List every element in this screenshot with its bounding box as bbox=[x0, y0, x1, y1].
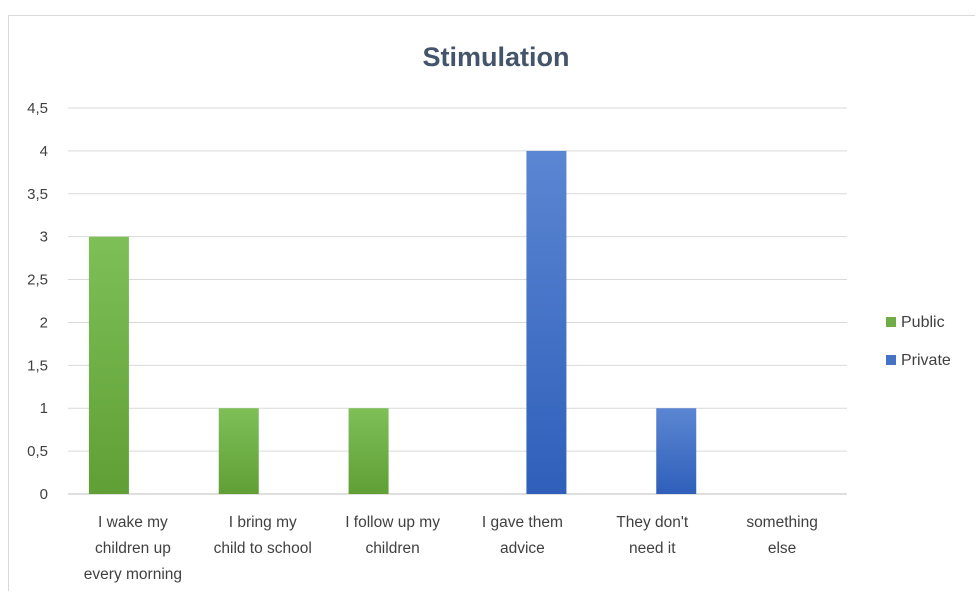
chart-title: Stimulation bbox=[423, 42, 570, 72]
legend-swatch-private bbox=[886, 355, 896, 365]
x-category-label: something else bbox=[746, 514, 818, 557]
x-category-label: I bring my child to school bbox=[214, 514, 312, 557]
y-tick-label: 4,5 bbox=[27, 100, 48, 117]
legend: Public Private bbox=[886, 314, 951, 369]
y-axis-ticks: 0 0,5 1 1,5 2 2,5 3 3,5 4 4,5 bbox=[27, 100, 48, 503]
x-category-label: I wake my children up every morning bbox=[84, 514, 182, 583]
legend-label-public: Public bbox=[901, 314, 945, 331]
bar-public-1 bbox=[218, 408, 259, 494]
x-category-label: They don't need it bbox=[616, 514, 689, 557]
legend-label-private: Private bbox=[901, 352, 951, 369]
y-tick-label: 0 bbox=[40, 486, 48, 503]
y-tick-label: 1 bbox=[40, 400, 48, 417]
legend-swatch-public bbox=[886, 317, 896, 327]
gridlines bbox=[68, 107, 847, 495]
y-tick-label: 2,5 bbox=[27, 272, 48, 289]
y-tick-label: 2 bbox=[40, 314, 48, 331]
y-tick-label: 1,5 bbox=[27, 357, 48, 374]
bars bbox=[88, 150, 697, 494]
bar-private-3 bbox=[526, 150, 567, 494]
bar-private-4 bbox=[656, 408, 697, 494]
bar-public-0 bbox=[88, 236, 129, 494]
bar-public-2 bbox=[348, 408, 389, 494]
x-axis-categories: I wake my children up every morning I bring… bbox=[84, 514, 818, 583]
y-tick-label: 0,5 bbox=[27, 443, 48, 460]
y-tick-label: 3,5 bbox=[27, 186, 48, 203]
y-tick-label: 3 bbox=[40, 229, 48, 246]
y-tick-label: 4 bbox=[40, 143, 48, 160]
chart-frame bbox=[8, 15, 975, 591]
x-category-label: I gave them advice bbox=[482, 514, 563, 557]
x-category-label: I follow up my children bbox=[345, 514, 440, 557]
